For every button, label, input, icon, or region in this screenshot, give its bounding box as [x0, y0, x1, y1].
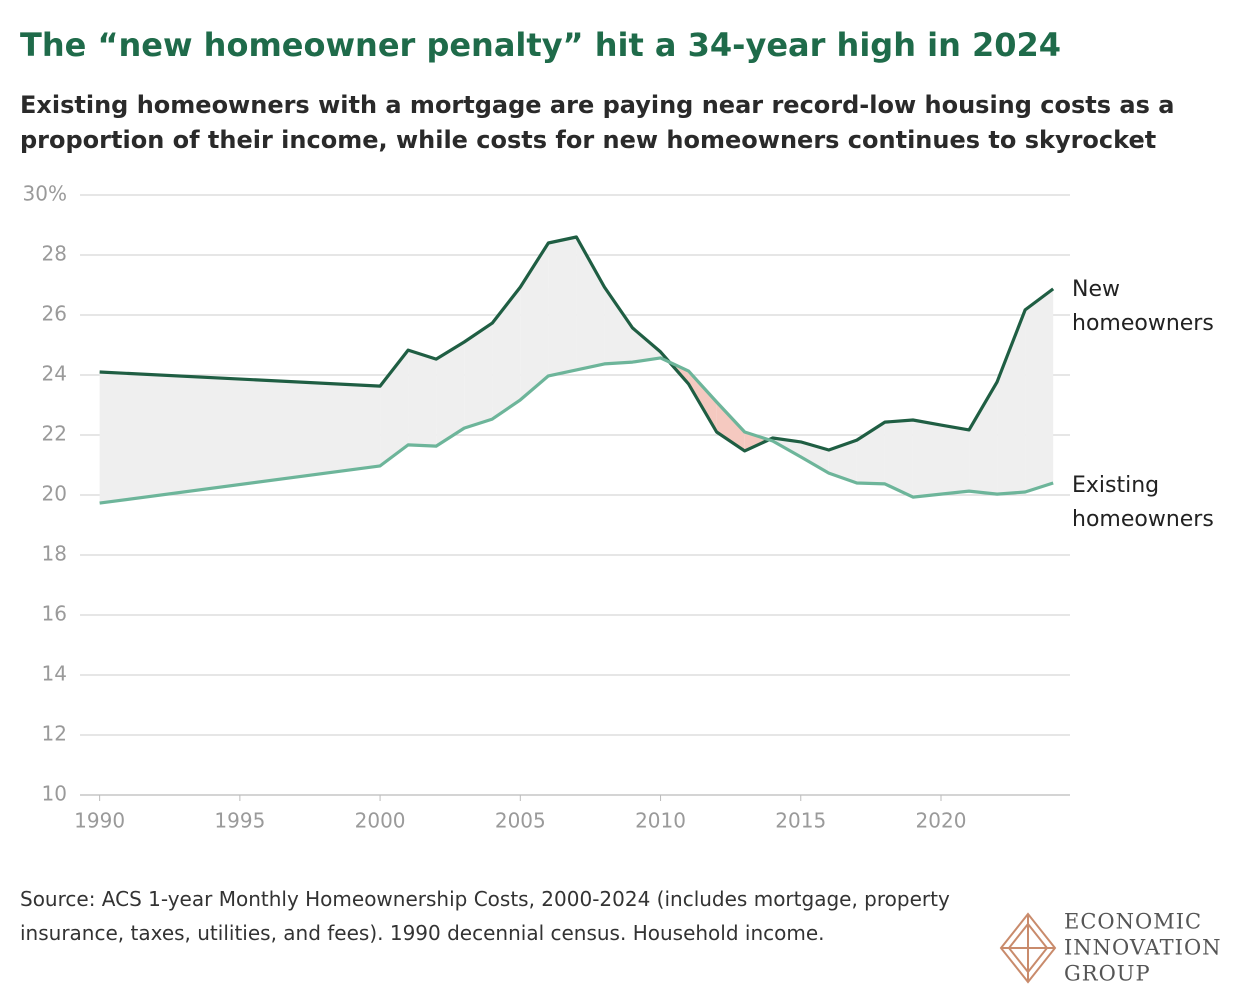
x-tick-label: 2000 [355, 809, 406, 833]
y-tick-label: 26 [42, 302, 67, 326]
y-tick-label: 14 [42, 662, 67, 686]
source-note: Source: ACS 1-year Monthly Homeownership… [20, 887, 950, 945]
gap-area [744, 432, 769, 451]
x-tick-label: 1995 [214, 809, 265, 833]
logo-icon [999, 912, 1057, 984]
gap-area [408, 350, 437, 447]
x-tick-label: 1990 [74, 809, 125, 833]
gap-area [912, 420, 941, 498]
chart-title: The “new homeowner penalty” hit a 34-yea… [20, 26, 1062, 64]
gap-area [1025, 288, 1054, 492]
gap-area [99, 372, 381, 504]
gap-area [969, 381, 998, 495]
gap-area [492, 287, 521, 420]
gap-fill [99, 237, 1054, 504]
y-tick-label: 20 [42, 482, 67, 506]
gap-area [464, 323, 493, 429]
y-tick-label: 16 [42, 602, 67, 626]
y-tick-label: 28 [42, 242, 67, 266]
gap-area [688, 371, 717, 432]
chart-subtitle: Existing homeowners with a mortgage are … [20, 91, 1175, 154]
gap-area [884, 420, 913, 498]
x-tick-label: 2015 [775, 809, 826, 833]
gap-area [604, 287, 633, 364]
gap-area [800, 441, 829, 474]
y-tick-label: 30% [23, 182, 67, 206]
x-tick-label: 2005 [495, 809, 546, 833]
y-tick-label: 18 [42, 542, 67, 566]
series-label: Existing homeowners [1072, 473, 1214, 532]
logo-text: ECONOMIC [1064, 910, 1202, 934]
y-tick-label: 22 [42, 422, 67, 446]
gap-area [576, 237, 605, 370]
gap-area [548, 237, 577, 376]
gap-area [632, 327, 661, 363]
y-tick-label: 24 [42, 362, 67, 386]
y-tick-label: 10 [42, 782, 67, 806]
x-tick-label: 2010 [635, 809, 686, 833]
gap-area [716, 402, 745, 451]
gap-area [940, 425, 970, 495]
series-label: New homeowners [1072, 277, 1214, 336]
gap-area [436, 342, 465, 447]
x-tick-label: 2020 [916, 809, 967, 833]
gap-area [997, 309, 1026, 495]
logo-text: INNOVATION [1064, 936, 1222, 960]
series-line [99, 356, 1054, 505]
y-tick-label: 12 [42, 722, 67, 746]
logo-text: GROUP [1064, 962, 1151, 986]
gap-area [828, 440, 857, 483]
series-line [99, 235, 1055, 453]
gap-area [856, 422, 885, 484]
gap-area [520, 243, 549, 400]
